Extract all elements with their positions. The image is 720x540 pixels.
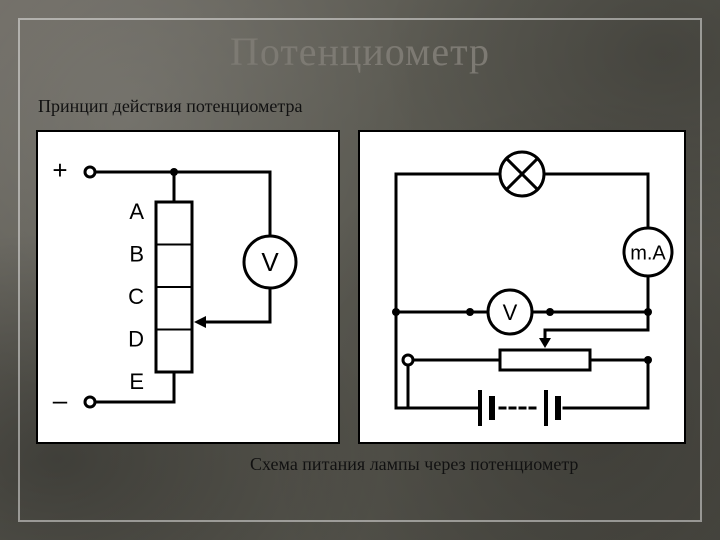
slide-title: Потенциометр <box>0 28 720 75</box>
schematic-left: + – ABCDE V <box>38 132 338 442</box>
svg-text:A: A <box>129 199 144 224</box>
slide: Потенциометр Принцип действия потенциоме… <box>0 0 720 540</box>
svg-text:B: B <box>129 241 144 266</box>
svg-text:V: V <box>261 247 279 277</box>
diagram-lamp-circuit: m.A V <box>358 130 686 444</box>
svg-text:–: – <box>53 385 68 415</box>
svg-text:E: E <box>129 369 144 394</box>
svg-text:+: + <box>52 155 67 185</box>
slide-subtitle: Принцип действия потенциометра <box>38 96 302 117</box>
slide-caption: Схема питания лампы через потенциометр <box>250 454 578 475</box>
svg-text:C: C <box>128 284 144 309</box>
svg-text:D: D <box>128 326 144 351</box>
schematic-right: m.A V <box>360 132 684 442</box>
svg-text:V: V <box>503 300 518 325</box>
svg-text:m.A: m.A <box>630 242 666 264</box>
diagram-potentiometer-principle: + – ABCDE V <box>36 130 340 444</box>
